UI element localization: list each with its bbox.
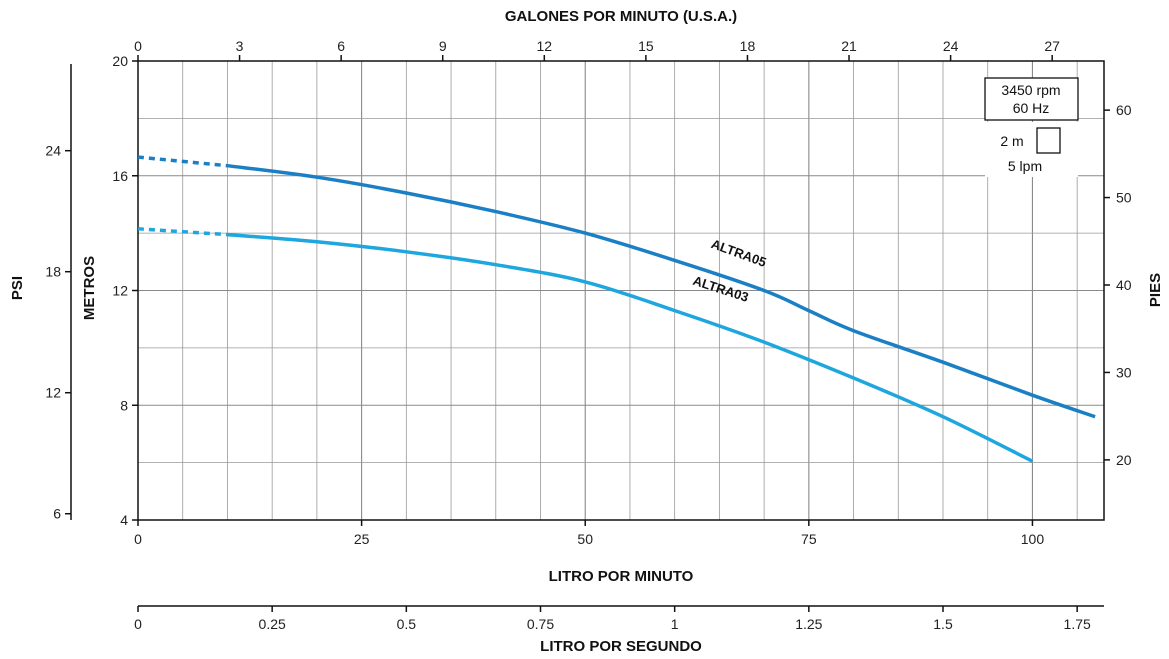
grid [138,61,1104,520]
lps-tick-label: 1.25 [795,616,822,632]
gpm-tick-label: 15 [638,38,654,54]
gpm-tick-label: 3 [236,38,244,54]
gpm-tick-label: 0 [134,38,142,54]
metros-tick-label: 20 [112,53,128,69]
curve-altra03 [227,232,1034,463]
lps-tick-label: 0.25 [259,616,286,632]
lpm-tick-label: 50 [577,531,593,547]
metros-tick-label: 12 [112,283,128,299]
legend-scale-bg [985,122,1078,177]
psi-tick-label: 24 [45,143,61,159]
curve-altra05 [227,163,1096,419]
lps-tick-label: 0 [134,616,142,632]
lpm-tick-label: 0 [134,531,142,547]
lpm-tick-label: 75 [801,531,817,547]
gpm-tick-label: 9 [439,38,447,54]
pies-tick-label: 20 [1116,452,1132,468]
lps-axis-title: LITRO POR SEGUNDO [540,638,702,655]
pies-axis-title: PIES [1147,273,1164,307]
gpm-tick-label: 27 [1044,38,1060,54]
legend-scale-square [1036,127,1061,154]
curve-altra03-dashed [137,227,228,237]
legend-freq: 60 Hz [1013,100,1050,116]
legend: 3450 rpm 60 Hz 2 m 5 lpm [984,77,1079,177]
lps-tick-label: 0.5 [397,616,417,632]
lps-tick-label: 1 [671,616,679,632]
psi-axis-title: PSI [9,276,26,300]
metros-tick-label: 16 [112,168,128,184]
psi-tick-label: 12 [45,385,61,401]
lps-tick-label: 1.5 [933,616,953,632]
curve-altra05-dashed [137,155,228,168]
bottom-axis-title: LITRO POR MINUTO [549,568,694,585]
pies-tick-label: 50 [1116,190,1132,206]
legend-scale-v: 2 m [1000,133,1023,149]
pies-tick-label: 30 [1116,364,1132,380]
pies-tick-label: 60 [1116,102,1132,118]
psi-tick-label: 6 [53,506,61,522]
gpm-tick-label: 6 [337,38,345,54]
metros-tick-label: 8 [120,397,128,413]
gpm-tick-label: 12 [537,38,553,54]
metros-tick-label: 4 [120,512,128,528]
legend-speed-box [984,77,1079,121]
psi-tick-label: 18 [45,264,61,280]
lpm-tick-label: 25 [354,531,370,547]
legend-speed: 3450 rpm [1001,82,1060,98]
metros-axis-title: METROS [81,256,98,320]
legend-scale-h: 5 lpm [1008,158,1042,174]
gpm-tick-label: 21 [841,38,857,54]
lps-tick-label: 1.75 [1064,616,1091,632]
top-axis-title: GALONES POR MINUTO (U.S.A.) [505,8,737,25]
gpm-tick-label: 18 [740,38,756,54]
pies-tick-label: 40 [1116,277,1132,293]
gpm-tick-label: 24 [943,38,959,54]
lps-tick-label: 0.75 [527,616,554,632]
curve-label-altra05: ALTRA05 [709,236,768,270]
tick-labels: 0 25 50 75 100 0 3 6 9 12 15 18 21 24 27 4 8 12 16 20 6 12 18 2… [45,38,1131,632]
lpm-tick-label: 100 [1021,531,1045,547]
curve-label-altra03: ALTRA03 [691,273,750,305]
